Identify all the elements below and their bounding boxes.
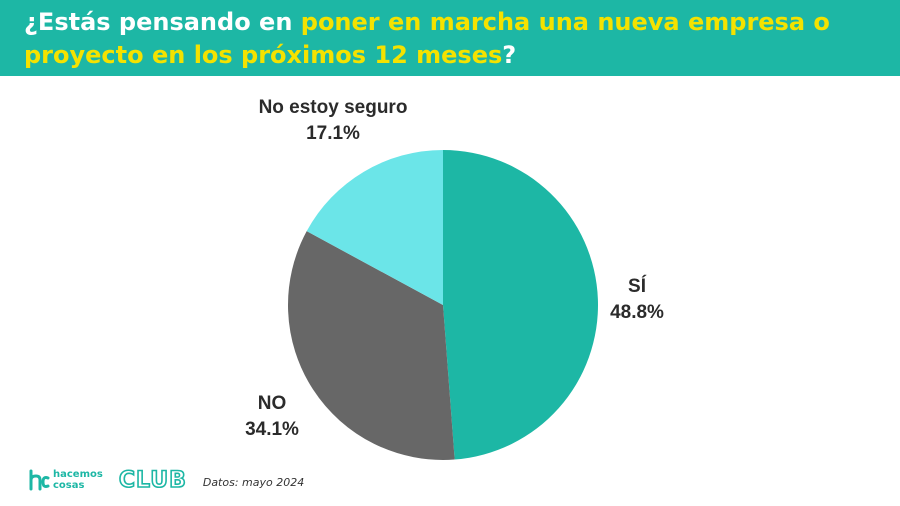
pie-labels: SÍ 48.8% NO 34.1% No estoy seguro 17.1% [245, 97, 664, 440]
pie-slices [288, 150, 598, 460]
hacemos-cosas-logo: hacemos cosas [28, 469, 103, 491]
footer: hacemos cosas CLUB Datos: mayo 2024 [28, 464, 304, 496]
pie-slice-3 [306, 150, 443, 305]
slice-value-label-3: 17.1% [306, 123, 360, 144]
header-bar: ¿Estás pensando en poner en marcha una n… [0, 0, 900, 76]
slice-value-label-1: 48.8% [610, 302, 664, 323]
logo-line-1: hacemos [53, 469, 103, 480]
hc-logo-icon [29, 469, 50, 491]
page-title: ¿Estás pensando en poner en marcha una n… [24, 6, 884, 72]
slice-label-2: NO [258, 393, 287, 414]
logo-wordmark: hacemos cosas [53, 469, 103, 491]
slice-value-label-2: 34.1% [245, 419, 299, 440]
slice-label-3: No estoy seguro [259, 97, 408, 118]
pie-slice-2 [288, 231, 455, 460]
title-highlight: poner en marcha una nueva empresa o proy… [24, 8, 830, 69]
club-logo: CLUB [118, 467, 187, 494]
data-source-note: Datos: mayo 2024 [202, 475, 305, 489]
logo-line-2: cosas [53, 480, 85, 491]
title-part-1: ¿Estás pensando en [24, 8, 301, 36]
title-part-2: ? [502, 41, 517, 69]
slice-label-1: SÍ [628, 275, 647, 297]
pie-slice-1 [443, 150, 598, 460]
